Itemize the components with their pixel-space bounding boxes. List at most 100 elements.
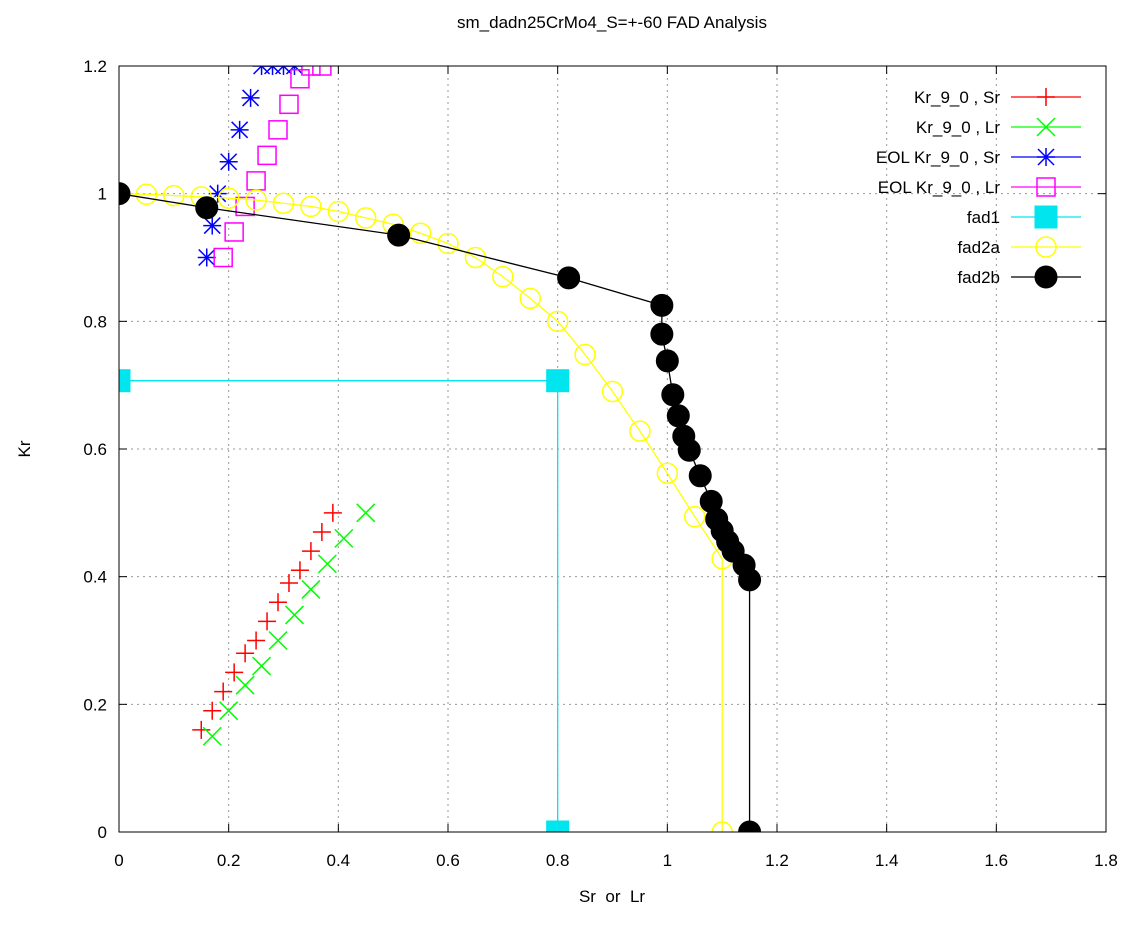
data-point	[213, 247, 233, 268]
data-point	[601, 380, 624, 403]
x-tick-label: 0	[114, 851, 123, 870]
legend: Kr_9_0 , Sr Kr_9_0 , Lr EOL Kr_9_0 , Sr EOL…	[876, 88, 1081, 289]
data-point	[224, 222, 244, 242]
data-point	[219, 701, 239, 721]
data-point	[135, 183, 158, 206]
data-point	[258, 612, 277, 631]
x-tick-label: 0.8	[546, 851, 570, 870]
legend-label: fad2b	[957, 268, 1000, 287]
y-tick-label: 0.4	[83, 568, 107, 587]
legend-item: EOL Kr_9_0 , Sr	[876, 148, 1081, 167]
data-point	[272, 192, 295, 214]
data-point	[327, 200, 350, 223]
data-point	[437, 232, 459, 255]
data-point	[163, 184, 185, 207]
data-point	[269, 593, 288, 612]
x-tick-label: 1.8	[1094, 851, 1118, 870]
data-point	[195, 196, 219, 220]
legend-item: fad2b	[957, 265, 1081, 289]
data-point	[225, 663, 244, 682]
x-tick-label: 0.4	[327, 851, 351, 870]
legend-item: fad2a	[957, 236, 1081, 258]
data-point	[119, 369, 131, 393]
y-tick-label: 1	[98, 185, 107, 204]
x-tick-label: 1.4	[875, 851, 899, 870]
data-point	[574, 343, 596, 366]
series-fad2b	[119, 182, 762, 832]
data-point	[317, 554, 337, 574]
series-layer	[119, 66, 762, 832]
data-point	[279, 574, 298, 593]
data-point	[519, 287, 541, 310]
data-point	[655, 349, 679, 373]
data-point	[711, 821, 733, 832]
data-point	[257, 145, 277, 166]
data-point	[247, 631, 266, 650]
data-point	[197, 248, 216, 267]
data-point	[312, 522, 331, 541]
series-fad1	[119, 369, 570, 832]
series-kr-9-0-lr	[202, 503, 376, 746]
data-point	[312, 66, 332, 76]
grid-lines	[119, 66, 1106, 832]
y-tick-label: 0.8	[83, 312, 107, 331]
x-tick-label: 0.6	[436, 851, 460, 870]
y-tick-label: 0.6	[83, 440, 107, 459]
y-tick-label: 0.2	[83, 695, 107, 714]
axis-ticks: 0 0.2 0.4 0.6 0.8 1 1.2 1.4 1.6 1.8 0 0.2 0.4 0.6 0.8 1…	[83, 57, 1117, 870]
data-point	[387, 223, 411, 247]
data-point	[235, 196, 255, 217]
data-point	[217, 187, 240, 209]
data-point	[666, 404, 690, 428]
data-point	[650, 322, 674, 346]
data-point	[334, 528, 354, 548]
data-point	[214, 682, 233, 701]
data-point	[1035, 236, 1057, 258]
data-point	[290, 561, 309, 580]
data-point	[656, 462, 679, 485]
data-point	[661, 383, 685, 407]
data-point	[301, 66, 321, 76]
data-point	[323, 503, 342, 522]
series-fad2a	[119, 182, 733, 832]
x-tick-label: 1.6	[985, 851, 1009, 870]
data-point	[557, 266, 581, 290]
x-tick-label: 1.2	[765, 851, 789, 870]
legend-item: EOL Kr_9_0 , Lr	[878, 177, 1081, 197]
data-point	[285, 66, 304, 75]
data-point	[738, 820, 762, 832]
data-point	[650, 293, 674, 317]
legend-label: EOL Kr_9_0 , Lr	[878, 178, 1001, 197]
data-point	[284, 605, 304, 625]
data-point	[268, 120, 288, 140]
data-point	[355, 207, 377, 229]
data-point	[230, 120, 249, 139]
data-point	[546, 310, 569, 333]
legend-item: Kr_9_0 , Lr	[916, 117, 1081, 137]
legend-label: fad1	[967, 208, 1000, 227]
data-point	[546, 369, 570, 393]
y-axis-label: Kr	[15, 440, 34, 457]
data-point	[119, 182, 131, 206]
data-point	[1036, 177, 1056, 197]
y-tick-label: 1.2	[83, 57, 107, 76]
chart-title: sm_dadn25CrMo4_S=+-60 FAD Analysis	[457, 13, 767, 32]
data-point	[688, 464, 712, 488]
data-point	[356, 503, 376, 523]
series-line	[119, 193, 723, 832]
data-point	[300, 195, 322, 218]
data-point	[629, 420, 651, 442]
data-point	[1034, 265, 1058, 289]
data-point	[1037, 88, 1055, 106]
data-point	[279, 94, 299, 115]
data-point	[241, 88, 260, 107]
data-point	[1037, 148, 1055, 166]
x-axis-label: Sr or Lr	[579, 887, 645, 906]
data-point	[409, 222, 432, 244]
legend-item: fad1	[967, 205, 1081, 229]
data-point	[677, 438, 701, 462]
x-tick-label: 1	[663, 851, 672, 870]
data-point	[492, 265, 514, 288]
legend-label: fad2a	[957, 238, 1000, 257]
